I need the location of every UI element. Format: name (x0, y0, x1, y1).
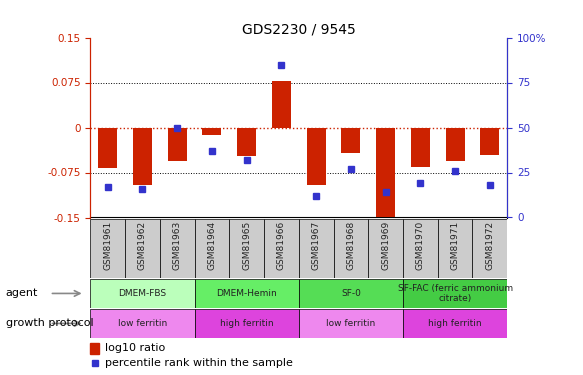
Bar (480, 128, 500, 154)
Bar (472, 219, 507, 278)
Bar (133, 128, 152, 184)
Text: GSM81961: GSM81961 (103, 221, 113, 270)
Bar (411, 128, 430, 166)
Bar (333, 219, 368, 278)
Bar (403, 219, 438, 278)
Bar (125, 219, 160, 278)
Bar (195, 219, 229, 278)
Text: GSM81962: GSM81962 (138, 221, 147, 270)
Text: DMEM-FBS: DMEM-FBS (118, 289, 167, 298)
Bar (299, 219, 333, 278)
Bar (90, 219, 125, 278)
Text: percentile rank within the sample: percentile rank within the sample (105, 358, 293, 368)
Bar (237, 128, 257, 156)
Bar (195, 309, 298, 338)
Bar (445, 128, 465, 160)
Text: GSM81970: GSM81970 (416, 221, 425, 270)
Bar (90, 343, 99, 354)
Bar (403, 279, 507, 308)
Text: low ferritin: low ferritin (118, 319, 167, 328)
Bar (90, 279, 195, 308)
Title: GDS2230 / 9545: GDS2230 / 9545 (242, 22, 356, 36)
Bar (264, 219, 298, 278)
Bar (272, 81, 291, 128)
Text: high ferritin: high ferritin (429, 319, 482, 328)
Text: low ferritin: low ferritin (326, 319, 375, 328)
Text: growth protocol: growth protocol (6, 318, 93, 328)
Bar (202, 128, 222, 135)
Text: DMEM-Hemin: DMEM-Hemin (216, 289, 277, 298)
Bar (98, 128, 117, 168)
Bar (341, 128, 360, 153)
Text: GSM81965: GSM81965 (242, 221, 251, 270)
Text: GSM81969: GSM81969 (381, 221, 390, 270)
Text: GSM81971: GSM81971 (451, 221, 459, 270)
Text: agent: agent (6, 288, 38, 298)
Text: SF-FAC (ferric ammonium
citrate): SF-FAC (ferric ammonium citrate) (398, 284, 512, 303)
Text: GSM81966: GSM81966 (277, 221, 286, 270)
Bar (90, 309, 195, 338)
Text: GSM81972: GSM81972 (485, 221, 494, 270)
Bar (307, 128, 326, 184)
Bar (376, 128, 395, 220)
Text: GSM81964: GSM81964 (208, 221, 216, 270)
Bar (168, 128, 187, 160)
Text: SF-0: SF-0 (341, 289, 361, 298)
Bar (299, 309, 403, 338)
Bar (229, 219, 264, 278)
Bar (403, 309, 507, 338)
Bar (195, 279, 298, 308)
Bar (299, 279, 403, 308)
Text: high ferritin: high ferritin (220, 319, 273, 328)
Text: log10 ratio: log10 ratio (105, 343, 165, 353)
Text: GSM81968: GSM81968 (346, 221, 356, 270)
Text: GSM81967: GSM81967 (312, 221, 321, 270)
Bar (160, 219, 195, 278)
Bar (438, 219, 472, 278)
Text: GSM81963: GSM81963 (173, 221, 182, 270)
Bar (368, 219, 403, 278)
